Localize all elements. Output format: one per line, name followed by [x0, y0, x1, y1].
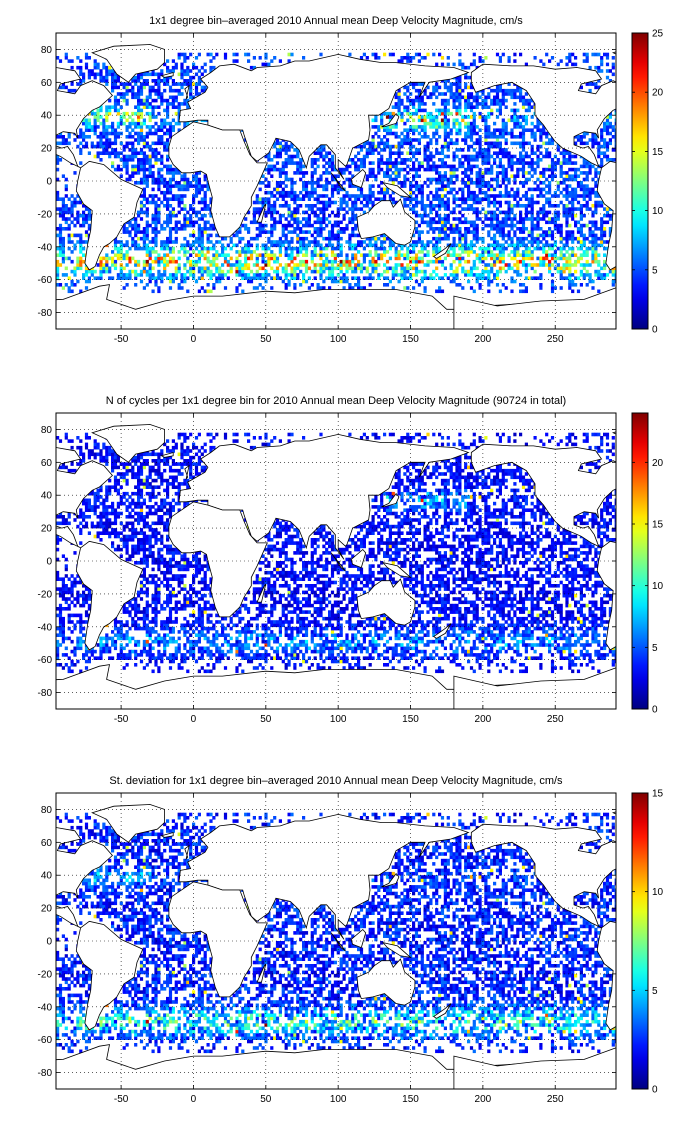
colorbar-tick-label: 5: [652, 986, 658, 997]
y-tick-label: 60: [41, 458, 53, 469]
x-tick-label: 150: [402, 714, 419, 725]
y-tick-label: 20: [41, 904, 53, 915]
y-tick-label: 0: [46, 937, 52, 948]
map-area: [56, 413, 616, 709]
y-tick-label: 80: [41, 805, 53, 816]
y-tick-label: -40: [38, 1002, 53, 1013]
y-tick-label: -80: [38, 1068, 53, 1079]
colorbar-tick-label: 25: [652, 29, 664, 40]
x-tick-label: 250: [547, 1094, 564, 1105]
colorbar-gradient: [631, 792, 649, 1090]
y-tick-label: 40: [41, 491, 53, 502]
x-tick-label: 0: [191, 334, 197, 345]
y-tick-label: 0: [46, 557, 52, 568]
y-tick-label: -20: [38, 209, 53, 220]
x-tick-label: 200: [475, 334, 492, 345]
colorbar-tick-label: 10: [652, 887, 664, 898]
x-tick-label: 100: [330, 334, 347, 345]
y-tick-label: -20: [38, 589, 53, 600]
y-tick-label: -80: [38, 308, 53, 319]
x-tick-label: 200: [475, 1094, 492, 1105]
y-tick-label: -60: [38, 655, 53, 666]
y-tick-label: 80: [41, 45, 53, 56]
x-tick-label: 100: [330, 714, 347, 725]
y-tick-label: 40: [41, 871, 53, 882]
colorbar-tick-label: 15: [652, 520, 664, 531]
colorbar-tick-label: 10: [652, 206, 664, 217]
x-tick-label: 0: [191, 1094, 197, 1105]
x-tick-label: 0: [191, 714, 197, 725]
coastline: [56, 424, 616, 709]
colorbar: 0 5 10 15 20: [631, 412, 664, 716]
x-tick-label: 100: [330, 1094, 347, 1105]
x-tick-label: -50: [114, 714, 129, 725]
grid-lines: [56, 33, 616, 329]
y-tick-label: -80: [38, 688, 53, 699]
data-cells: [56, 52, 616, 294]
x-tick-label: 50: [260, 714, 272, 725]
colorbar-tick-label: 0: [652, 325, 658, 336]
y-tick-label: -60: [38, 275, 53, 286]
x-tick-label: 50: [260, 1094, 272, 1105]
x-tick-label: 200: [475, 714, 492, 725]
y-tick-label: -40: [38, 242, 53, 253]
x-tick-label: 250: [547, 714, 564, 725]
x-tick-label: 50: [260, 334, 272, 345]
colorbar-tick-label: 15: [652, 147, 664, 158]
y-tick-label: 80: [41, 425, 53, 436]
colorbar-tick-label: 5: [652, 643, 658, 654]
colorbar-tick-label: 10: [652, 581, 664, 592]
map-panel-2: N of cycles per 1x1 degree bin for 2010 …: [38, 395, 664, 725]
grid-lines: [56, 413, 616, 709]
colorbar: 0 5 10 15: [631, 789, 664, 1096]
colorbar-tick-label: 15: [652, 789, 664, 800]
colorbar-tick-label: 0: [652, 705, 658, 716]
panel-title: St. deviation for 1x1 degree bin–average…: [109, 775, 563, 787]
coastline: [56, 44, 616, 329]
colorbar-gradient: [631, 412, 649, 710]
colorbar-tick-label: 0: [652, 1085, 658, 1096]
y-tick-label: 40: [41, 111, 53, 122]
y-tick-label: -60: [38, 1035, 53, 1046]
panel-title: 1x1 degree bin–averaged 2010 Annual mean…: [149, 15, 523, 27]
panel-title: N of cycles per 1x1 degree bin for 2010 …: [106, 395, 566, 407]
colorbar: 0 5 10 15 20 25: [631, 29, 664, 336]
x-tick-label: -50: [114, 1094, 129, 1105]
y-tick-label: 0: [46, 177, 52, 188]
y-tick-label: 60: [41, 78, 53, 89]
colorbar-tick-label: 5: [652, 265, 658, 276]
coastline: [56, 804, 616, 1089]
y-tick-label: -20: [38, 969, 53, 980]
x-tick-label: 150: [402, 1094, 419, 1105]
y-tick-label: 20: [41, 524, 53, 535]
data-cells: [56, 432, 616, 674]
y-tick-label: 20: [41, 144, 53, 155]
x-tick-label: -50: [114, 334, 129, 345]
y-tick-label: -40: [38, 622, 53, 633]
x-tick-label: 150: [402, 334, 419, 345]
map-area: [56, 33, 616, 329]
colorbar-tick-label: 20: [652, 458, 664, 469]
x-tick-label: 250: [547, 334, 564, 345]
y-tick-label: 60: [41, 838, 53, 849]
colorbar-gradient: [631, 32, 649, 330]
grid-lines: [56, 793, 616, 1089]
map-panel-3: St. deviation for 1x1 degree bin–average…: [38, 775, 664, 1105]
colorbar-tick-label: 20: [652, 88, 664, 99]
map-panel-1: 1x1 degree bin–averaged 2010 Annual mean…: [38, 15, 664, 345]
map-area: [56, 793, 616, 1089]
